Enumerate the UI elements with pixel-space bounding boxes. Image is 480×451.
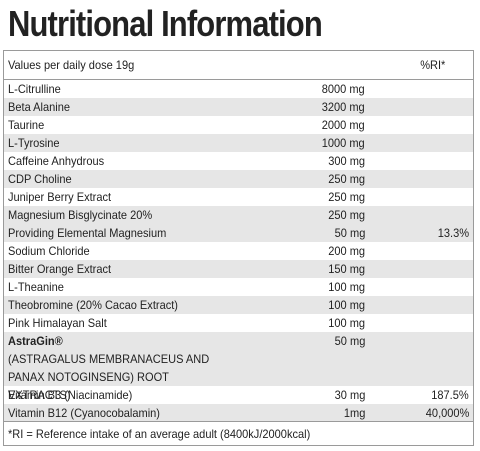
table-row: Vitamin B12 (Cyanocobalamin) 1mg 40,000%: [4, 404, 473, 422]
ingredient-name: AstraGin® (ASTRAGALUS MEMBRANACEUS AND P…: [8, 332, 228, 404]
table-body: L-Citrulline 8000 mg Beta Alanine 3200 m…: [4, 80, 473, 422]
nutrition-table: Values per daily dose 19g %RI* L-Citrull…: [3, 50, 474, 446]
ingredient-ri: 13.3%: [437, 226, 469, 240]
ingredient-name: Taurine: [8, 118, 45, 132]
ingredient-name: L-Theanine: [8, 280, 64, 294]
ingredient-name: Vitamin B3 (Niacinamide): [8, 388, 133, 402]
table-row: Bitter Orange Extract 150 mg: [4, 260, 473, 278]
ingredient-amount: 100 mg: [328, 280, 365, 294]
table-row: L-Tyrosine 1000 mg: [4, 134, 473, 152]
table-row: Sodium Chloride 200 mg: [4, 242, 473, 260]
serving-label: Values per daily dose 19g: [8, 58, 135, 72]
ingredient-name: L-Citrulline: [8, 82, 61, 96]
ingredient-amount: 150 mg: [328, 262, 365, 276]
ingredient-amount: 300 mg: [328, 154, 365, 168]
astragin-name: AstraGin®: [8, 334, 63, 348]
ingredient-name: Sodium Chloride: [8, 244, 90, 258]
ingredient-amount: 2000 mg: [322, 118, 365, 132]
ingredient-amount: 100 mg: [328, 298, 365, 312]
page-title: Nutritional Information: [8, 3, 323, 44]
ingredient-amount: 1000 mg: [322, 136, 365, 150]
table-row-astragin: AstraGin® (ASTRAGALUS MEMBRANACEUS AND P…: [4, 332, 473, 402]
ingredient-name: Vitamin B12 (Cyanocobalamin): [8, 406, 160, 420]
ingredient-name: Bitter Orange Extract: [8, 262, 112, 276]
table-row: CDP Choline 250 mg: [4, 170, 473, 188]
ingredient-amount: 1mg: [343, 406, 365, 420]
ingredient-name: Magnesium Bisglycinate 20%: [8, 208, 153, 222]
ingredient-amount: 50 mg: [334, 226, 365, 240]
ingredient-amount: 100 mg: [328, 316, 365, 330]
table-row: Vitamin B3 (Niacinamide) 30 mg 187.5%: [4, 386, 473, 404]
footnote: *RI = Reference intake of an average adu…: [8, 427, 311, 441]
ingredient-name: Theobromine (20% Cacao Extract): [8, 298, 178, 312]
table-row: Pink Himalayan Salt 100 mg: [4, 314, 473, 332]
table-row: Caffeine Anhydrous 300 mg: [4, 152, 473, 170]
ingredient-amount: 30 mg: [334, 388, 365, 402]
ri-column-header: %RI*: [419, 58, 445, 72]
ingredient-name: Caffeine Anhydrous: [8, 154, 105, 168]
astragin-detail: (ASTRAGALUS MEMBRANACEUS AND PANAX NOTOG…: [8, 352, 210, 402]
table-row: Beta Alanine 3200 mg: [4, 98, 473, 116]
ingredient-amount: 250 mg: [328, 208, 365, 222]
table-row: Taurine 2000 mg: [4, 116, 473, 134]
ingredient-name: Providing Elemental Magnesium: [8, 226, 167, 240]
ingredient-amount: 250 mg: [328, 190, 365, 204]
table-row: L-Theanine 100 mg: [4, 278, 473, 296]
ingredient-name: Juniper Berry Extract: [8, 190, 112, 204]
ingredient-name: Pink Himalayan Salt: [8, 316, 107, 330]
ingredient-amount: 50 mg: [334, 334, 365, 348]
ingredient-amount: 250 mg: [328, 172, 365, 186]
ingredient-ri: 187.5%: [431, 388, 469, 402]
table-row: Juniper Berry Extract 250 mg: [4, 188, 473, 206]
footnote-area: *RI = Reference intake of an average adu…: [4, 421, 473, 446]
ingredient-name: L-Tyrosine: [8, 136, 60, 150]
table-row: L-Citrulline 8000 mg: [4, 80, 473, 98]
ingredient-amount: 3200 mg: [322, 100, 365, 114]
ingredient-name: Beta Alanine: [8, 100, 70, 114]
table-row: Providing Elemental Magnesium 50 mg 13.3…: [4, 224, 473, 242]
ingredient-amount: 200 mg: [328, 244, 365, 258]
table-header: Values per daily dose 19g %RI*: [4, 51, 473, 80]
ingredient-name: CDP Choline: [8, 172, 72, 186]
table-row: Theobromine (20% Cacao Extract) 100 mg: [4, 296, 473, 314]
ingredient-amount: 8000 mg: [322, 82, 365, 96]
table-row: Magnesium Bisglycinate 20% 250 mg: [4, 206, 473, 224]
ingredient-ri: 40,000%: [425, 406, 469, 420]
